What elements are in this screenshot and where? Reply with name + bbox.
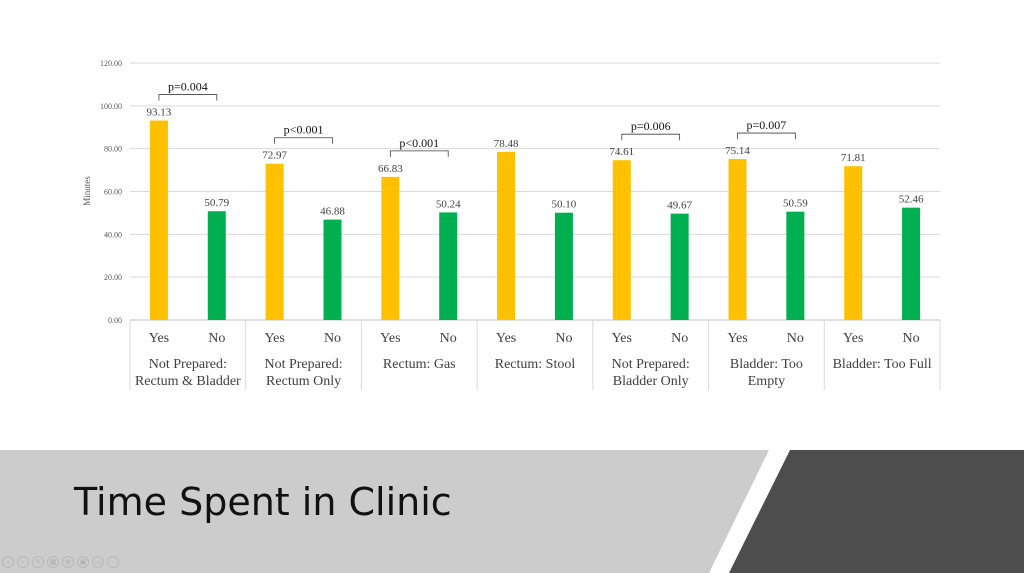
y-axis-label: Minutes	[82, 176, 92, 206]
significance-bracket	[389, 150, 449, 157]
bar-no	[207, 211, 226, 320]
subtitles-icon[interactable]: ▭	[92, 556, 104, 568]
group-label: Not Prepared:	[149, 357, 227, 372]
grid-icon[interactable]: ▦	[47, 556, 59, 568]
data-label: 66.83	[378, 163, 403, 175]
group-label: Not Prepared:	[264, 357, 342, 372]
category-label: Yes	[380, 331, 400, 346]
data-label: 46.88	[320, 206, 345, 218]
data-label: 50.79	[204, 197, 229, 209]
bar-no	[323, 219, 342, 320]
bar-no	[902, 207, 921, 320]
y-tick-label: 120.00	[100, 59, 122, 68]
category-label: Yes	[727, 331, 747, 346]
data-label: 50.59	[783, 198, 808, 210]
y-tick-label: 40.00	[104, 230, 122, 239]
y-tick-label: 20.00	[104, 273, 122, 282]
p-value-label: p<0.001	[284, 123, 324, 137]
data-label: 52.46	[899, 194, 924, 206]
next-icon[interactable]: ›	[17, 556, 29, 568]
category-label: No	[555, 331, 572, 346]
group-label: Bladder: Too Full	[833, 357, 932, 372]
y-tick-label: 100.00	[100, 102, 122, 111]
pen-icon[interactable]: ✎	[32, 556, 44, 568]
p-value-label: p=0.006	[631, 119, 671, 133]
category-label: No	[208, 331, 225, 346]
bar-no	[670, 213, 689, 320]
category-label: No	[671, 331, 688, 346]
data-label: 72.97	[262, 150, 287, 162]
more-icon[interactable]: ⋯	[107, 556, 119, 568]
category-label: Yes	[496, 331, 516, 346]
significance-bracket	[274, 137, 333, 144]
data-label: 93.13	[147, 107, 172, 119]
significance-bracket	[621, 133, 681, 141]
category-label: Yes	[612, 331, 632, 346]
significance-bracket	[737, 132, 796, 140]
bar-yes	[612, 160, 631, 320]
data-label: 78.48	[494, 138, 519, 150]
banner-light-band	[0, 450, 769, 573]
data-label: 49.67	[667, 200, 692, 212]
bar-yes	[844, 166, 863, 320]
slideshow-toolbar: ‹ › ✎ ▦ ⊕ ▣ ▭ ⋯	[2, 556, 119, 568]
group-label: Rectum: Gas	[383, 357, 456, 372]
category-label: No	[787, 331, 804, 346]
data-label: 75.14	[725, 145, 750, 157]
zoom-icon[interactable]: ⊕	[62, 556, 74, 568]
y-tick-label: 60.00	[104, 188, 122, 197]
bar-yes	[497, 151, 516, 320]
group-label: Not Prepared:	[612, 357, 690, 372]
data-label: 50.10	[552, 199, 577, 211]
category-label: No	[440, 331, 457, 346]
bar-no	[554, 212, 573, 320]
category-label: No	[903, 331, 920, 346]
bar-yes	[265, 163, 284, 320]
group-label: Rectum Only	[266, 374, 341, 389]
bar-no	[439, 212, 458, 320]
slide-title: Time Spent in Clinic	[74, 480, 452, 524]
category-label: No	[324, 331, 341, 346]
p-value-label: p=0.004	[168, 80, 208, 94]
group-label: Bladder: Too	[730, 357, 803, 372]
bar-no	[786, 211, 805, 320]
data-label: 74.61	[609, 146, 634, 158]
data-label: 71.81	[841, 152, 866, 164]
bar-yes	[728, 159, 747, 320]
group-label: Rectum & Bladder	[135, 374, 241, 389]
data-label: 50.24	[436, 198, 461, 210]
p-value-label: p=0.007	[747, 118, 787, 132]
bar-yes	[381, 176, 400, 320]
camera-icon[interactable]: ▣	[77, 556, 89, 568]
bar-yes	[149, 120, 168, 320]
y-tick-label: 80.00	[104, 145, 122, 154]
significance-bracket	[158, 94, 218, 101]
group-label: Rectum: Stool	[495, 357, 576, 372]
category-label: Yes	[843, 331, 863, 346]
y-tick-label: 0.00	[108, 316, 122, 325]
category-label: Yes	[149, 331, 169, 346]
group-label: Empty	[748, 374, 785, 389]
banner-dark-band	[729, 450, 1024, 573]
prev-icon[interactable]: ‹	[2, 556, 14, 568]
p-value-label: p<0.001	[399, 136, 439, 150]
group-label: Bladder Only	[613, 374, 689, 389]
category-label: Yes	[264, 331, 284, 346]
